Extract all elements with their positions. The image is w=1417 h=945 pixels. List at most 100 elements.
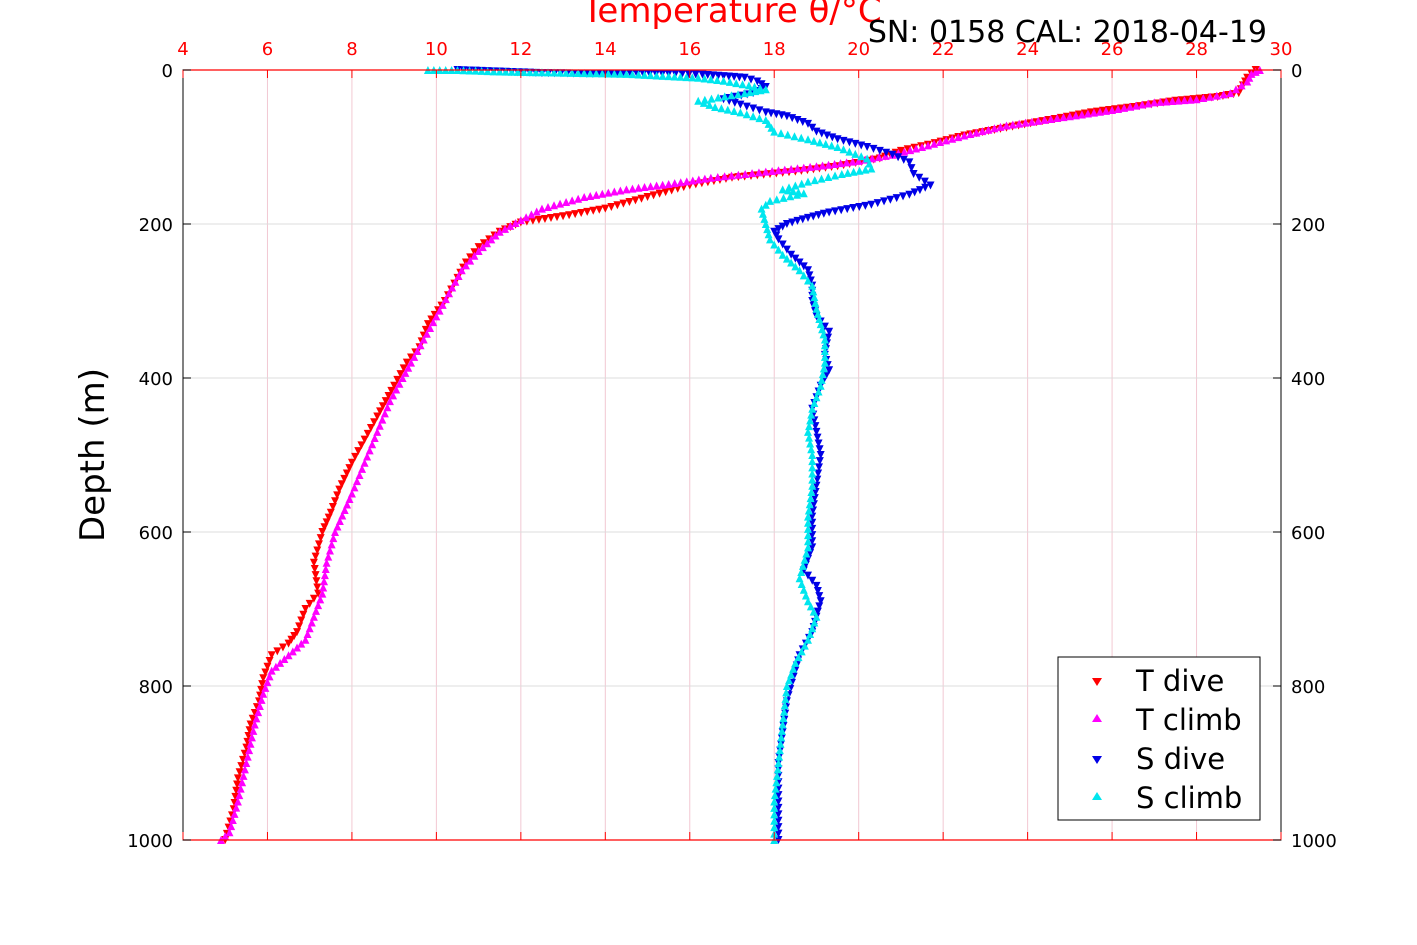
data-point — [559, 212, 568, 221]
data-point — [276, 658, 285, 667]
data-point — [1015, 119, 1024, 128]
data-point — [978, 127, 987, 136]
data-point — [1040, 115, 1049, 124]
data-point — [416, 341, 425, 350]
data-point — [395, 379, 404, 388]
data-point — [804, 427, 813, 436]
data-point — [783, 130, 792, 139]
data-point — [352, 477, 361, 486]
data-point — [920, 177, 929, 186]
data-point — [775, 752, 784, 761]
data-point — [720, 92, 729, 101]
data-point — [813, 607, 822, 616]
data-point — [804, 537, 813, 546]
data-point — [320, 577, 329, 586]
legend-label-s-dive: S dive — [1136, 742, 1225, 776]
data-point — [426, 323, 435, 332]
data-point — [228, 815, 237, 824]
data-point — [770, 791, 779, 800]
data-point — [757, 204, 766, 213]
data-point — [601, 204, 610, 213]
data-point — [899, 155, 908, 164]
data-point — [1186, 95, 1195, 104]
data-point — [225, 828, 234, 837]
data-point — [732, 79, 741, 88]
data-point — [770, 803, 779, 812]
data-point — [652, 181, 661, 190]
data-point — [562, 198, 571, 206]
data-point — [522, 213, 531, 222]
data-point — [725, 77, 734, 86]
data-point — [761, 220, 770, 228]
data-point — [815, 457, 824, 466]
data-point — [543, 202, 552, 211]
data-point — [774, 791, 783, 800]
data-point — [1105, 106, 1114, 115]
data-point — [506, 221, 515, 230]
data-point — [804, 119, 813, 128]
data-point — [370, 418, 379, 427]
data-point — [634, 70, 643, 79]
data-point — [816, 597, 825, 606]
legend-marker-s-climb — [1092, 792, 1102, 800]
data-point — [331, 497, 340, 506]
data-point — [734, 90, 743, 99]
data-point — [804, 531, 813, 540]
data-point — [293, 643, 302, 652]
data-point — [239, 771, 248, 780]
data-point — [786, 192, 795, 201]
data-point — [550, 201, 559, 210]
data-point — [598, 189, 607, 198]
data-point — [325, 546, 334, 555]
data-point — [807, 410, 816, 419]
data-point — [370, 434, 379, 443]
data-point — [461, 261, 470, 270]
data-point — [816, 320, 825, 329]
data-point — [383, 403, 392, 412]
data-point — [906, 146, 915, 155]
data-point — [1212, 91, 1221, 100]
data-point — [384, 391, 393, 400]
data-point — [318, 528, 327, 536]
data-point — [797, 647, 806, 656]
data-point — [740, 89, 749, 98]
data-point — [797, 179, 806, 188]
data-point — [413, 347, 422, 356]
data-point — [736, 108, 745, 117]
y-tick-label-right: 800 — [1291, 677, 1325, 698]
data-point — [810, 176, 819, 185]
data-point — [912, 144, 921, 153]
data-point — [699, 98, 708, 107]
data-point — [448, 283, 457, 292]
data-point — [301, 635, 310, 644]
data-point — [972, 128, 981, 137]
data-point — [774, 816, 783, 825]
data-point — [1071, 111, 1080, 120]
data-point — [787, 250, 796, 259]
y-tick-label-left: 400 — [139, 369, 173, 390]
x-tick-label: 8 — [346, 39, 357, 60]
data-point — [770, 810, 779, 819]
data-point — [354, 447, 363, 456]
data-point — [466, 256, 475, 265]
data-point — [643, 193, 652, 202]
data-point — [778, 240, 787, 249]
data-point — [684, 70, 693, 79]
data-point — [407, 358, 416, 367]
data-point — [246, 720, 255, 729]
data-point — [501, 67, 510, 76]
data-point — [861, 201, 870, 210]
data-point — [791, 181, 800, 190]
data-point — [868, 154, 877, 163]
data-point — [399, 364, 408, 373]
data-point — [658, 71, 667, 80]
data-point — [720, 172, 729, 181]
data-point — [1183, 95, 1192, 104]
data-point — [483, 239, 492, 248]
x-tick-label: 26 — [1101, 39, 1124, 60]
data-point — [742, 110, 751, 119]
data-point — [527, 210, 536, 219]
data-point — [808, 524, 817, 533]
data-point — [373, 412, 382, 421]
